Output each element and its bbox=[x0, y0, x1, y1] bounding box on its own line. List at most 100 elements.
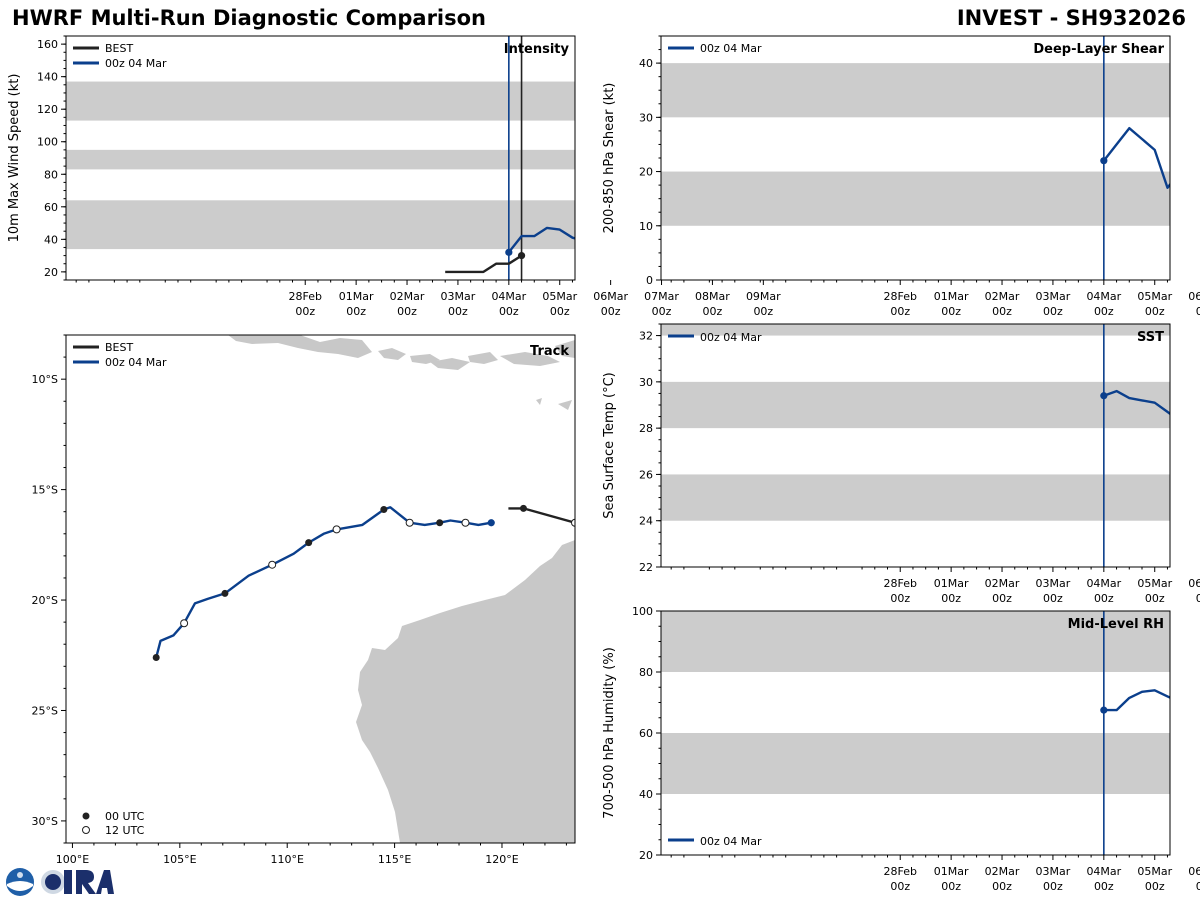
rh-xtick-hour: 00z bbox=[1196, 880, 1200, 893]
track-00utc-point bbox=[436, 519, 444, 527]
intensity-xtick-day: 04Mar bbox=[491, 290, 526, 303]
track-12utc-point bbox=[405, 518, 414, 527]
intensity-series-best bbox=[445, 254, 523, 274]
intensity-ytick-label: 120 bbox=[37, 103, 58, 116]
intensity-xtick-day: 09Mar bbox=[746, 290, 781, 303]
rh-xtick-day: 04Mar bbox=[1086, 865, 1121, 878]
rh-xtick-day: 05Mar bbox=[1137, 865, 1172, 878]
rh-xtick-hour: 00z bbox=[992, 880, 1012, 893]
track-xtick-label: 105°E bbox=[163, 853, 196, 866]
shear-xtick-day: 28Feb bbox=[883, 290, 916, 303]
legend-run-label: 00z 04 Mar bbox=[105, 57, 167, 70]
track-ytick-label: 15°S bbox=[32, 484, 58, 497]
intensity-xtick-day: 03Mar bbox=[441, 290, 476, 303]
intensity-xtick-hour: 00z bbox=[346, 305, 366, 318]
shear-series-run bbox=[1102, 126, 1170, 190]
intensity-panel: 2040608010012014016028Feb00z01Mar00z02Ma… bbox=[7, 35, 781, 318]
right-title: INVEST - SH932026 bbox=[956, 6, 1186, 30]
shear-title: Deep-Layer Shear bbox=[1033, 42, 1164, 57]
track-12utc-point bbox=[571, 518, 575, 527]
intensity-xtick-hour: 00z bbox=[753, 305, 773, 318]
sst-title: SST bbox=[1137, 330, 1164, 345]
sst-plot-area bbox=[661, 324, 1170, 567]
shear-legend: 00z 04 Mar bbox=[668, 42, 762, 55]
track-12utc-point bbox=[268, 560, 277, 569]
sst-threshold-band bbox=[661, 381, 1170, 429]
rh-panel: 20 40 60 80 100 28Feb 00z 01Mar 00z 02Mar 00z 03Mar… bbox=[602, 605, 1200, 893]
rh-ytick-label: 40 bbox=[639, 788, 653, 801]
track-ytick-label: 10°S bbox=[32, 373, 58, 386]
legend-best-label: BEST bbox=[105, 42, 133, 55]
track-00utc-point bbox=[519, 504, 527, 512]
intensity-title: Intensity bbox=[504, 42, 570, 57]
legend-run-label: 00z 04 Mar bbox=[700, 835, 762, 848]
intensity-threshold-band bbox=[66, 81, 575, 121]
rh-title: Mid-Level RH bbox=[1068, 617, 1164, 632]
intensity-xtick-hour: 00z bbox=[652, 305, 672, 318]
sst-threshold-band bbox=[661, 474, 1170, 521]
track-00utc-point bbox=[380, 505, 388, 513]
sst-start-point bbox=[1100, 392, 1108, 400]
sst-xtick-day: 02Mar bbox=[985, 577, 1020, 590]
sst-ytick-label: 30 bbox=[639, 376, 653, 389]
shear-xtick-hour: 00z bbox=[890, 305, 910, 318]
shear-xtick-hour: 00z bbox=[1043, 305, 1063, 318]
track-line-best bbox=[508, 507, 575, 524]
shear-panel: 0 10 20 30 40 28Feb 00z 01Mar 00z 02Mar 00z 03Mar 00… bbox=[602, 35, 1200, 318]
track-12utc-point bbox=[180, 619, 189, 628]
rh-ytick-label: 20 bbox=[639, 849, 653, 862]
intensity-xtick-day: 05Mar bbox=[542, 290, 577, 303]
shear-ytick-label: 0 bbox=[646, 274, 653, 287]
noaa-cira-logo bbox=[6, 868, 114, 896]
sst-ytick-label: 26 bbox=[639, 468, 653, 481]
rh-xtick-day: 06Mar bbox=[1188, 865, 1200, 878]
track-line-run bbox=[155, 506, 492, 658]
intensity-ytick-label: 40 bbox=[44, 233, 58, 246]
intensity-end-point bbox=[517, 252, 526, 260]
rh-xtick-day: 03Mar bbox=[1036, 865, 1071, 878]
intensity-xtick-hour: 00z bbox=[448, 305, 468, 318]
shear-xtick-day: 03Mar bbox=[1036, 290, 1071, 303]
shear-ytick-label: 40 bbox=[639, 57, 653, 70]
sst-legend: 00z 04 Mar bbox=[668, 331, 762, 344]
track-xtick-label: 110°E bbox=[270, 853, 303, 866]
rh-ylabel: 700-500 hPa Humidity (%) bbox=[602, 647, 617, 819]
shear-xtick-hour: 00z bbox=[1196, 305, 1200, 318]
sst-xtick-hour: 00z bbox=[1094, 592, 1114, 605]
track-plot-area bbox=[152, 504, 575, 661]
track-init-point bbox=[487, 519, 495, 527]
sst-xtick-day: 05Mar bbox=[1137, 577, 1172, 590]
sst-ytick-label: 32 bbox=[639, 330, 653, 343]
intensity-xtick-day: 28Feb bbox=[288, 290, 321, 303]
intensity-xtick-hour: 00z bbox=[397, 305, 417, 318]
intensity-ytick-label: 20 bbox=[44, 266, 58, 279]
shear-ytick-label: 10 bbox=[639, 220, 653, 233]
intensity-xtick-hour: 00z bbox=[550, 305, 570, 318]
shear-ylabel: 200-850 hPa Shear (kt) bbox=[602, 83, 617, 234]
shear-xtick-day: 05Mar bbox=[1137, 290, 1172, 303]
rh-ytick-label: 60 bbox=[639, 727, 653, 740]
sst-xtick-hour: 00z bbox=[1145, 592, 1165, 605]
legend-run-label: 00z 04 Mar bbox=[700, 331, 762, 344]
shear-xtick-hour: 00z bbox=[1094, 305, 1114, 318]
sst-ytick-label: 24 bbox=[639, 515, 653, 528]
intensity-threshold-band bbox=[66, 149, 575, 170]
shear-ytick-label: 20 bbox=[639, 166, 653, 179]
sst-xtick-hour: 00z bbox=[992, 592, 1012, 605]
left-title: HWRF Multi-Run Diagnostic Comparison bbox=[12, 6, 487, 30]
shear-xtick-hour: 00z bbox=[1145, 305, 1165, 318]
intensity-xtick-day: 01Mar bbox=[339, 290, 374, 303]
intensity-ytick-label: 80 bbox=[44, 168, 58, 181]
track-ytick-label: 20°S bbox=[32, 594, 58, 607]
legend-run-label: 00z 04 Mar bbox=[105, 356, 167, 369]
rh-ytick-label: 80 bbox=[639, 666, 653, 679]
rh-xtick-hour: 00z bbox=[941, 880, 961, 893]
sst-xtick-hour: 00z bbox=[941, 592, 961, 605]
shear-threshold-band bbox=[661, 63, 1170, 118]
track-00utc-point bbox=[221, 589, 229, 597]
intensity-xtick-day: 07Mar bbox=[644, 290, 679, 303]
track-00utc-point bbox=[152, 653, 160, 661]
sst-ytick-label: 28 bbox=[639, 422, 653, 435]
shear-xtick-day: 01Mar bbox=[934, 290, 969, 303]
